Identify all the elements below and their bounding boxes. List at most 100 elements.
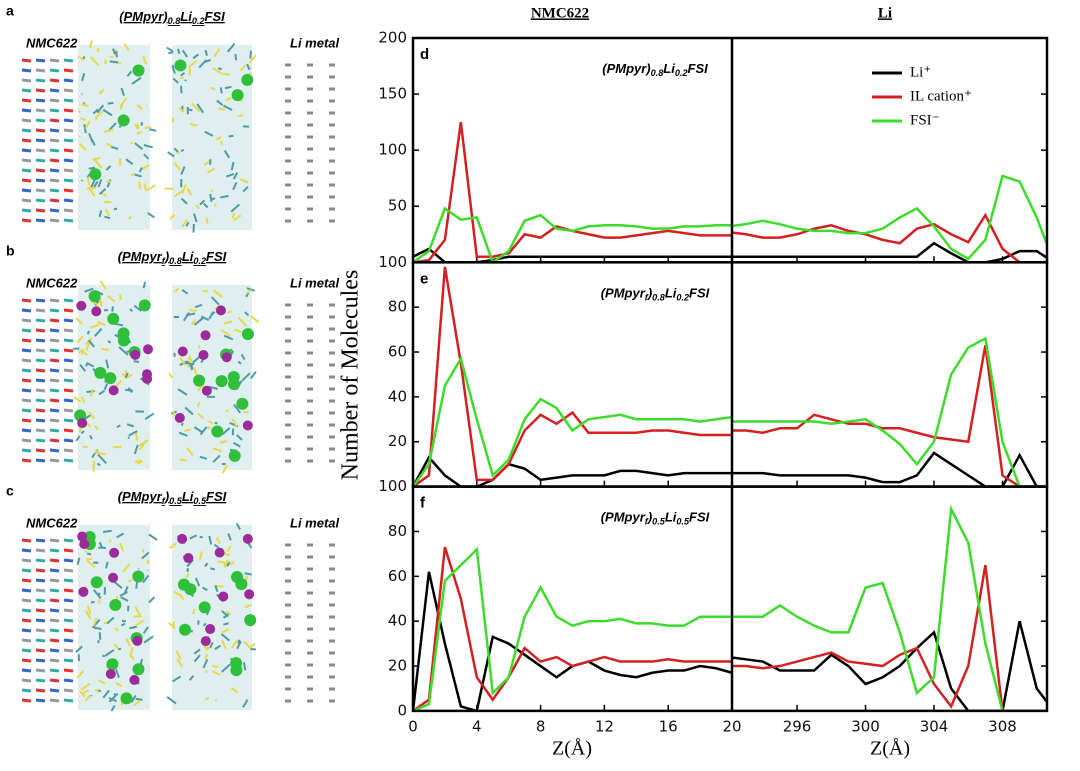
molecule <box>99 88 105 95</box>
nmc-atom <box>49 348 60 353</box>
nmc-atom <box>35 318 46 323</box>
legend-label: IL cation⁺ <box>910 88 972 104</box>
molecule <box>80 430 85 435</box>
y-tick-label: 100 <box>378 253 407 271</box>
y-axis-label: Number of Molecules <box>338 270 364 481</box>
ion <box>94 366 107 379</box>
molecule <box>189 60 198 67</box>
molecule <box>222 73 231 76</box>
nmc-atom <box>49 598 60 603</box>
molecule <box>233 403 242 414</box>
nmc-atom <box>21 598 32 603</box>
x-tick-label: 296 <box>783 717 812 735</box>
panel-title: (PMpyrf)0.5Li0.5FSI <box>601 510 710 527</box>
molecule <box>208 420 214 425</box>
nmc-atom <box>63 688 74 693</box>
molecule <box>189 534 197 540</box>
molecule <box>176 658 184 668</box>
molecule <box>215 536 219 542</box>
electrode-label: NMC622 <box>26 35 78 50</box>
molecule <box>193 317 204 326</box>
molecule <box>166 46 174 53</box>
ion <box>138 299 151 312</box>
molecule <box>199 455 208 460</box>
ion <box>200 330 211 341</box>
molecule <box>212 664 219 669</box>
molecule <box>102 108 113 117</box>
nmc-atom <box>35 538 46 543</box>
molecule <box>200 315 210 322</box>
molecule <box>184 428 191 433</box>
molecule <box>75 645 83 653</box>
molecule <box>107 101 114 105</box>
molecule <box>246 288 252 295</box>
nmc-atom <box>35 448 46 453</box>
molecule <box>129 308 134 312</box>
molecule <box>105 561 109 569</box>
molecule <box>244 311 250 317</box>
molecule <box>237 316 248 327</box>
ion <box>77 418 88 429</box>
molecule <box>113 207 118 211</box>
nmc-atom <box>63 638 74 643</box>
nmc-atom <box>49 88 60 93</box>
molecule <box>112 48 116 55</box>
nmc-atom <box>63 298 74 303</box>
molecule <box>120 622 126 627</box>
y-tick-label: 0 <box>397 701 407 719</box>
nmc-atom <box>21 388 32 393</box>
molecule <box>178 106 185 113</box>
molecule <box>102 654 106 658</box>
molecule <box>185 312 196 317</box>
molecule <box>203 645 209 651</box>
molecule <box>84 287 94 293</box>
nmc-atom <box>49 458 60 463</box>
molecule <box>212 454 221 463</box>
molecule <box>209 642 214 649</box>
molecule <box>86 605 92 615</box>
molecule <box>78 135 81 139</box>
molecule <box>83 124 87 134</box>
molecule <box>108 696 118 703</box>
ion <box>76 300 87 311</box>
molecule <box>104 215 111 220</box>
molecule <box>210 189 214 193</box>
nmc-atom <box>21 558 32 563</box>
molecule <box>207 426 211 430</box>
ion <box>205 624 216 635</box>
molecule <box>92 108 99 115</box>
molecule <box>79 364 87 372</box>
nmc-atom <box>35 298 46 303</box>
series-line <box>413 266 732 488</box>
panel-frame <box>411 485 1049 713</box>
nmc-atom <box>49 148 60 153</box>
molecule <box>210 296 220 306</box>
nmc-atom <box>63 418 74 423</box>
series-line <box>732 564 1047 711</box>
molecule <box>77 348 85 354</box>
ion <box>242 420 253 431</box>
nmc-atom <box>35 688 46 693</box>
molecule <box>120 596 129 602</box>
series-line <box>413 546 732 711</box>
molecule <box>90 179 96 188</box>
ion <box>143 344 154 355</box>
molecule <box>223 149 231 159</box>
nmc-atom <box>21 198 32 203</box>
molecule <box>167 51 174 55</box>
molecule <box>220 633 231 642</box>
molecule <box>106 616 115 625</box>
molecule <box>85 348 89 352</box>
molecule <box>103 128 114 133</box>
nmc-atom <box>35 608 46 613</box>
molecule <box>149 128 157 132</box>
molecule <box>136 130 143 135</box>
nmc-atom <box>63 588 74 593</box>
molecule <box>171 64 176 74</box>
molecule <box>169 214 176 220</box>
nmc-atom <box>21 328 32 333</box>
series-line <box>413 571 732 711</box>
nmc-atom <box>49 308 60 313</box>
molecule <box>245 292 250 298</box>
ion <box>78 586 89 597</box>
